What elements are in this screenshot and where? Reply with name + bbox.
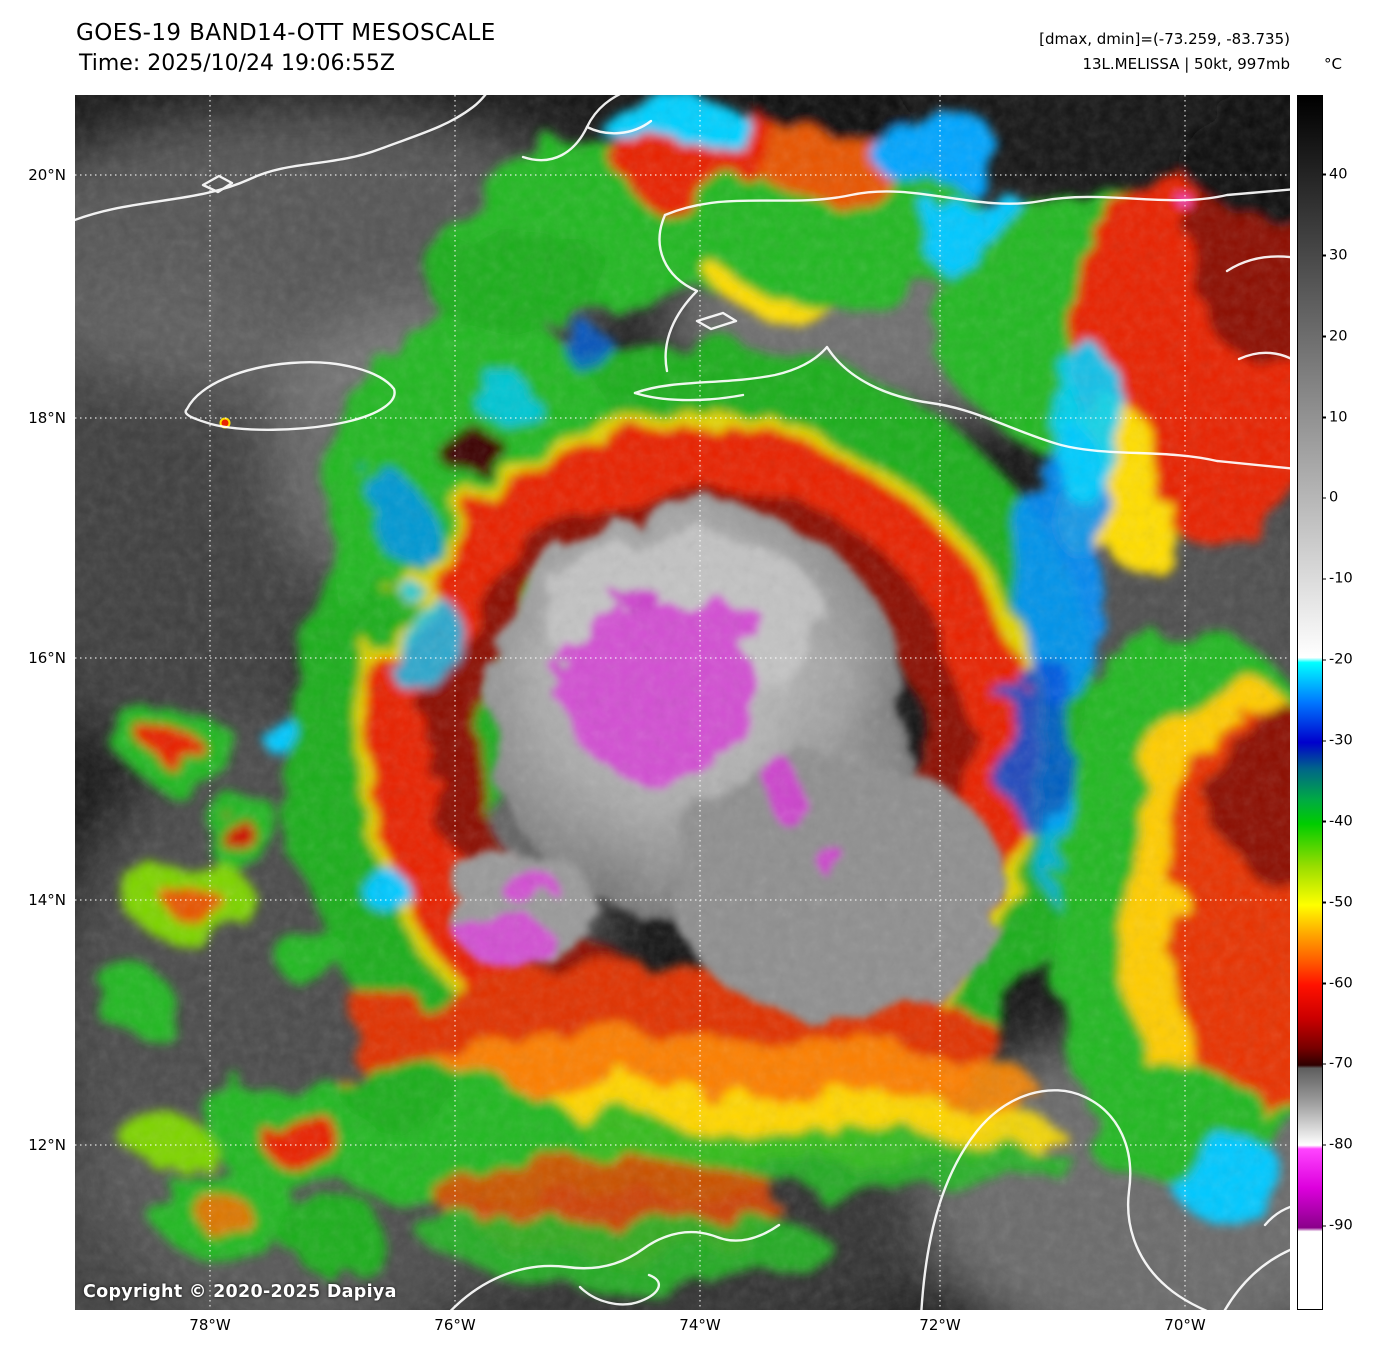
lon-label-78w: 78°W bbox=[189, 1316, 231, 1334]
lat-label-18n: 18°N bbox=[28, 409, 66, 427]
colorbar-gradient bbox=[1297, 95, 1323, 1310]
lon-label-72w: 72°W bbox=[919, 1316, 961, 1334]
noise-texture bbox=[75, 95, 1290, 1310]
copyright-notice: Copyright © 2020-2025 Dapiya bbox=[83, 1282, 397, 1302]
dmax-dmin-readout: [dmax, dmin]=(-73.259, -83.735) bbox=[1039, 30, 1290, 48]
storm-info: 13L.MELISSA | 50kt, 997mb bbox=[1082, 55, 1290, 73]
lon-label-74w: 74°W bbox=[679, 1316, 721, 1334]
coastlines bbox=[75, 95, 1290, 1310]
colorbar-tick: 40 bbox=[1321, 166, 1348, 183]
lon-label-76w: 76°W bbox=[434, 1316, 476, 1334]
lat-label-12n: 12°N bbox=[28, 1136, 66, 1154]
colorbar-unit-label: °C bbox=[1324, 55, 1342, 73]
lat-label-16n: 16°N bbox=[28, 649, 66, 667]
colorbar-tick: -60 bbox=[1322, 975, 1353, 992]
page-title: GOES-19 BAND14-OTT MESOSCALE bbox=[76, 20, 496, 46]
colorbar-tick: -10 bbox=[1322, 570, 1353, 587]
colorbar-tick: -90 bbox=[1322, 1217, 1353, 1234]
lat-label-14n: 14°N bbox=[28, 891, 66, 909]
colorbar-tick: -20 bbox=[1322, 651, 1353, 668]
lat-label-20n: 20°N bbox=[28, 166, 66, 184]
satellite-imagery bbox=[75, 95, 1290, 1310]
colorbar-ticks: 40 30 20 10 0 -10 -20 -30 -40 -50 -60 -7… bbox=[1321, 95, 1385, 1310]
colorbar-tick: 10 bbox=[1321, 409, 1348, 426]
colorbar-tick: -70 bbox=[1322, 1055, 1353, 1072]
timestamp: Time: 2025/10/24 19:06:55Z bbox=[79, 51, 395, 76]
colorbar-tick: -30 bbox=[1322, 732, 1353, 749]
colorbar-tick: -80 bbox=[1322, 1136, 1353, 1153]
colorbar-tick: 30 bbox=[1321, 247, 1348, 264]
colorbar-tick: 20 bbox=[1321, 328, 1348, 345]
satellite-image-panel: Copyright © 2020-2025 Dapiya bbox=[75, 95, 1290, 1310]
colorbar-tick: 0 bbox=[1321, 489, 1339, 506]
colorbar-tick: -40 bbox=[1322, 813, 1353, 830]
lon-label-70w: 70°W bbox=[1164, 1316, 1206, 1334]
colorbar-tick: -50 bbox=[1322, 894, 1353, 911]
